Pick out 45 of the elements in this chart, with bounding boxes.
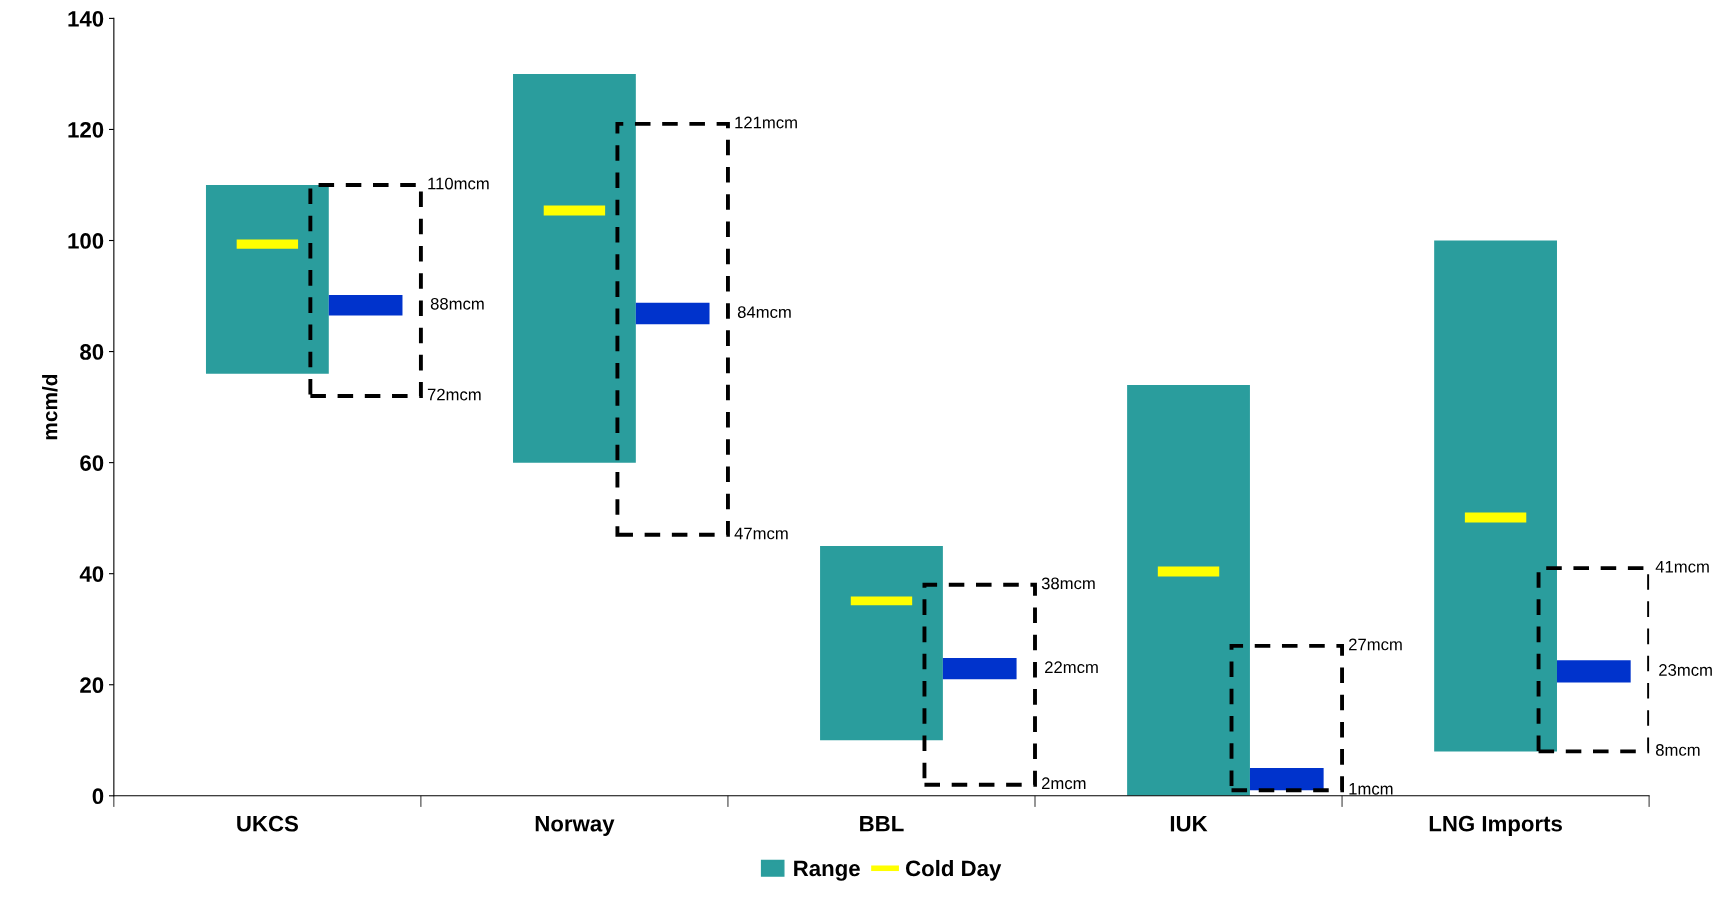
annotation: 22mcm [1045,661,1098,674]
annotation: 110mcm [428,177,489,190]
bar [635,302,710,325]
text: 8mcm [1655,744,1700,756]
x-tick-label: LNG Imports [1429,815,1562,836]
y-tick-label: 80 [80,344,104,360]
legend-label: Range [794,860,860,881]
annotation: 38mcm [1041,577,1095,590]
y-tick-label: 40 [79,566,104,582]
bar [1127,384,1250,796]
bar [820,545,943,741]
x-tick-label: BBL [860,816,904,832]
bar [328,294,403,316]
y-tick-label: 0 [92,788,104,805]
annotation: 121mcm [735,116,797,129]
text: 41mcm [1655,560,1709,573]
y-axis-title: mcm/d [42,374,58,440]
bar [1249,768,1324,791]
bar [942,658,1017,680]
y-tick-label: 60 [80,455,104,471]
text: 23mcm [1659,664,1712,676]
x-tick-label: Norway [535,816,615,836]
annotation: 47mcm [734,527,788,540]
annotation: 2mcm [1041,777,1086,790]
annotation: 72mcm [427,388,481,401]
y-tick-label: 120 [68,121,104,138]
annotation: 88mcm [430,297,484,310]
x-tick-label: IUK [1170,816,1208,832]
annotation: 27mcm [1349,638,1402,651]
bar [543,205,606,216]
bar [1434,240,1557,752]
bar [205,184,329,374]
y-tick-label: 140 [68,10,104,27]
bar [513,73,636,463]
annotation: 1mcm [1349,783,1393,795]
y-tick-label: 100 [68,233,104,249]
annotation: 84mcm [737,306,791,319]
bar [1464,512,1527,523]
bar [1556,660,1631,683]
y-tick-label: 20 [80,677,104,694]
bar [850,596,913,606]
legend-label: Cold Day [905,859,1002,881]
bar [1157,566,1220,577]
x-tick-label: UKCS [237,815,298,832]
bar [236,239,299,249]
